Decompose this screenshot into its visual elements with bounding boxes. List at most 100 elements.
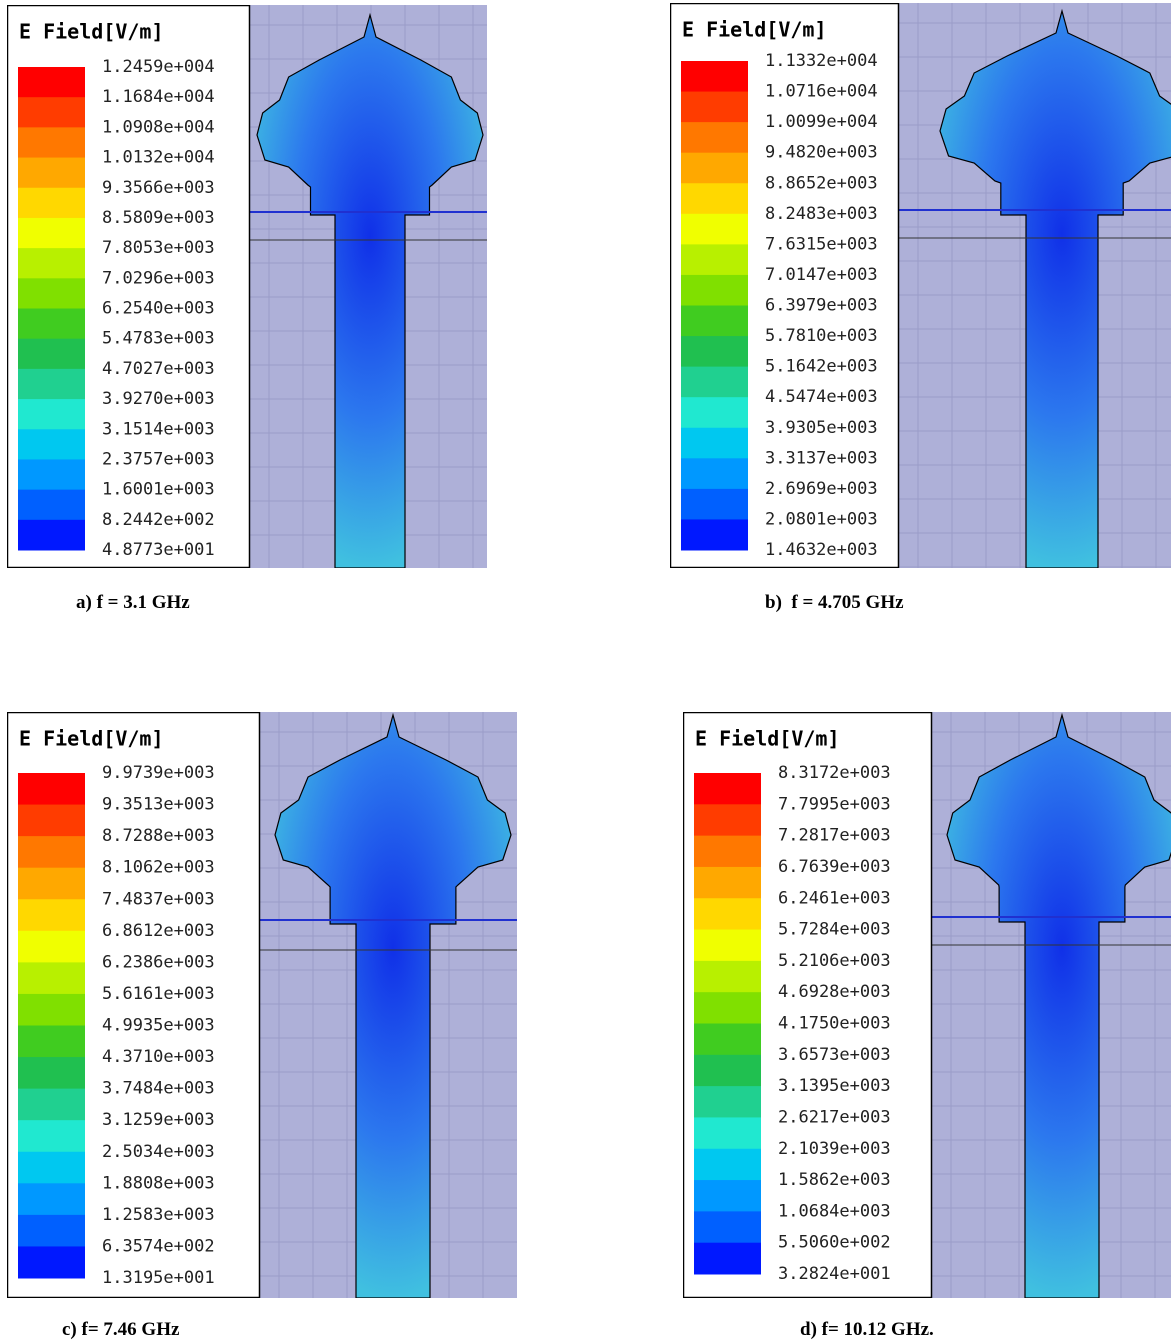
color-band bbox=[18, 773, 85, 805]
color-band bbox=[681, 61, 748, 92]
legend-label: 7.6315e+003 bbox=[765, 234, 878, 254]
color-band bbox=[18, 188, 85, 219]
color-band bbox=[18, 369, 85, 400]
color-band bbox=[18, 899, 85, 931]
color-band bbox=[681, 275, 748, 306]
legend-label: 5.4783e+003 bbox=[102, 329, 215, 349]
legend-label: 7.2817e+003 bbox=[778, 826, 891, 846]
legend-label: 7.0147e+003 bbox=[765, 265, 878, 285]
color-band bbox=[18, 1026, 85, 1058]
color-band bbox=[681, 214, 748, 245]
color-band bbox=[18, 399, 85, 430]
legend-label: 7.4837e+003 bbox=[102, 889, 215, 909]
legend-label: 6.2461e+003 bbox=[778, 888, 891, 908]
color-band bbox=[681, 122, 748, 153]
legend-label: 3.1259e+003 bbox=[102, 1110, 215, 1130]
color-band bbox=[18, 805, 85, 837]
color-band bbox=[694, 1055, 761, 1087]
color-band bbox=[694, 1086, 761, 1118]
caption: d) f= 10.12 GHz. bbox=[800, 1319, 934, 1341]
legend-label: 5.5060e+002 bbox=[778, 1233, 891, 1253]
figure: E Field[V/m] 1.2459e+004 1.1684e+004 1.0908… bbox=[0, 0, 1171, 1342]
legend-label: 7.7995e+003 bbox=[778, 794, 891, 814]
legend-label: 6.8612e+003 bbox=[102, 921, 215, 941]
legend-label: 8.7288e+003 bbox=[102, 826, 215, 846]
color-band bbox=[694, 1149, 761, 1181]
color-band bbox=[694, 867, 761, 899]
color-band bbox=[18, 218, 85, 249]
color-band bbox=[681, 336, 748, 367]
legend-label: 9.3513e+003 bbox=[102, 795, 215, 815]
legend-label: 4.9935e+003 bbox=[102, 1016, 215, 1036]
color-band bbox=[681, 92, 748, 123]
color-band bbox=[681, 397, 748, 428]
legend-label: 4.8773e+001 bbox=[102, 540, 215, 560]
legend-label: 2.6969e+003 bbox=[765, 479, 878, 499]
color-band bbox=[694, 773, 761, 805]
color-band bbox=[694, 930, 761, 962]
color-band bbox=[18, 1057, 85, 1089]
color-band bbox=[681, 458, 748, 489]
legend-label: 1.5862e+003 bbox=[778, 1170, 891, 1190]
legend-label: 3.1395e+003 bbox=[778, 1076, 891, 1096]
color-band bbox=[694, 992, 761, 1024]
color-band bbox=[18, 67, 85, 98]
field-plot: E Field[V/m]1.2459e+0041.1684e+0041.0908… bbox=[7, 5, 487, 568]
legend-label: 1.6001e+003 bbox=[102, 480, 215, 500]
legend-label: 3.2824e+001 bbox=[778, 1264, 891, 1284]
color-band bbox=[18, 248, 85, 279]
legend-label: 4.7027e+003 bbox=[102, 359, 215, 379]
legend-label: 5.7810e+003 bbox=[765, 326, 878, 346]
color-band bbox=[18, 309, 85, 340]
legend-label: 6.3574e+002 bbox=[102, 1236, 215, 1256]
legend-label: 9.3566e+003 bbox=[102, 178, 215, 198]
legend-title: E Field[V/m] bbox=[682, 18, 827, 42]
legend-label: 1.1684e+004 bbox=[102, 87, 215, 107]
legend-label: 6.2540e+003 bbox=[102, 299, 215, 319]
color-band bbox=[694, 1243, 761, 1275]
color-band bbox=[18, 1183, 85, 1215]
legend-label: 1.2583e+003 bbox=[102, 1205, 215, 1225]
color-band bbox=[694, 804, 761, 836]
legend-label: 6.2386e+003 bbox=[102, 952, 215, 972]
color-band bbox=[18, 158, 85, 189]
color-band bbox=[694, 1180, 761, 1212]
legend-label: 6.7639e+003 bbox=[778, 857, 891, 877]
legend-label: 3.3137e+003 bbox=[765, 448, 878, 468]
legend-label: 4.5474e+003 bbox=[765, 387, 878, 407]
caption: c) f= 7.46 GHz bbox=[62, 1319, 179, 1341]
legend-label: 5.7284e+003 bbox=[778, 920, 891, 940]
color-band bbox=[18, 1215, 85, 1247]
color-band bbox=[694, 898, 761, 930]
legend-label: 1.0132e+004 bbox=[102, 148, 215, 168]
legend-label: 8.1062e+003 bbox=[102, 858, 215, 878]
legend-label: 1.0908e+004 bbox=[102, 117, 215, 137]
legend-label: 3.9270e+003 bbox=[102, 389, 215, 409]
color-band bbox=[18, 1120, 85, 1152]
legend-title: E Field[V/m] bbox=[695, 727, 840, 751]
color-band bbox=[18, 868, 85, 900]
legend-label: 1.3195e+001 bbox=[102, 1268, 215, 1288]
legend-label: 2.0801e+003 bbox=[765, 509, 878, 529]
legend-label: 2.6217e+003 bbox=[778, 1107, 891, 1127]
legend-label: 8.2483e+003 bbox=[765, 204, 878, 224]
legend-label: 5.6161e+003 bbox=[102, 984, 215, 1004]
caption: b) f = 4.705 GHz bbox=[765, 592, 904, 614]
color-band bbox=[18, 490, 85, 521]
field-plot: E Field[V/m]1.1332e+0041.0716e+0041.0099… bbox=[670, 3, 1171, 568]
legend-label: 2.3757e+003 bbox=[102, 449, 215, 469]
legend-label: 5.2106e+003 bbox=[778, 951, 891, 971]
legend-label: 8.8652e+003 bbox=[765, 173, 878, 193]
color-band bbox=[694, 1117, 761, 1149]
legend-label: 3.1514e+003 bbox=[102, 419, 215, 439]
legend-label: 1.2459e+004 bbox=[102, 57, 215, 77]
legend-label: 7.8053e+003 bbox=[102, 238, 215, 258]
color-band bbox=[681, 367, 748, 398]
legend-label: 3.7484e+003 bbox=[102, 1079, 215, 1099]
color-band bbox=[694, 1211, 761, 1243]
color-band bbox=[18, 429, 85, 460]
legend-label: 6.3979e+003 bbox=[765, 296, 878, 316]
color-band bbox=[681, 428, 748, 459]
color-band bbox=[18, 836, 85, 868]
legend-label: 4.1750e+003 bbox=[778, 1014, 891, 1034]
